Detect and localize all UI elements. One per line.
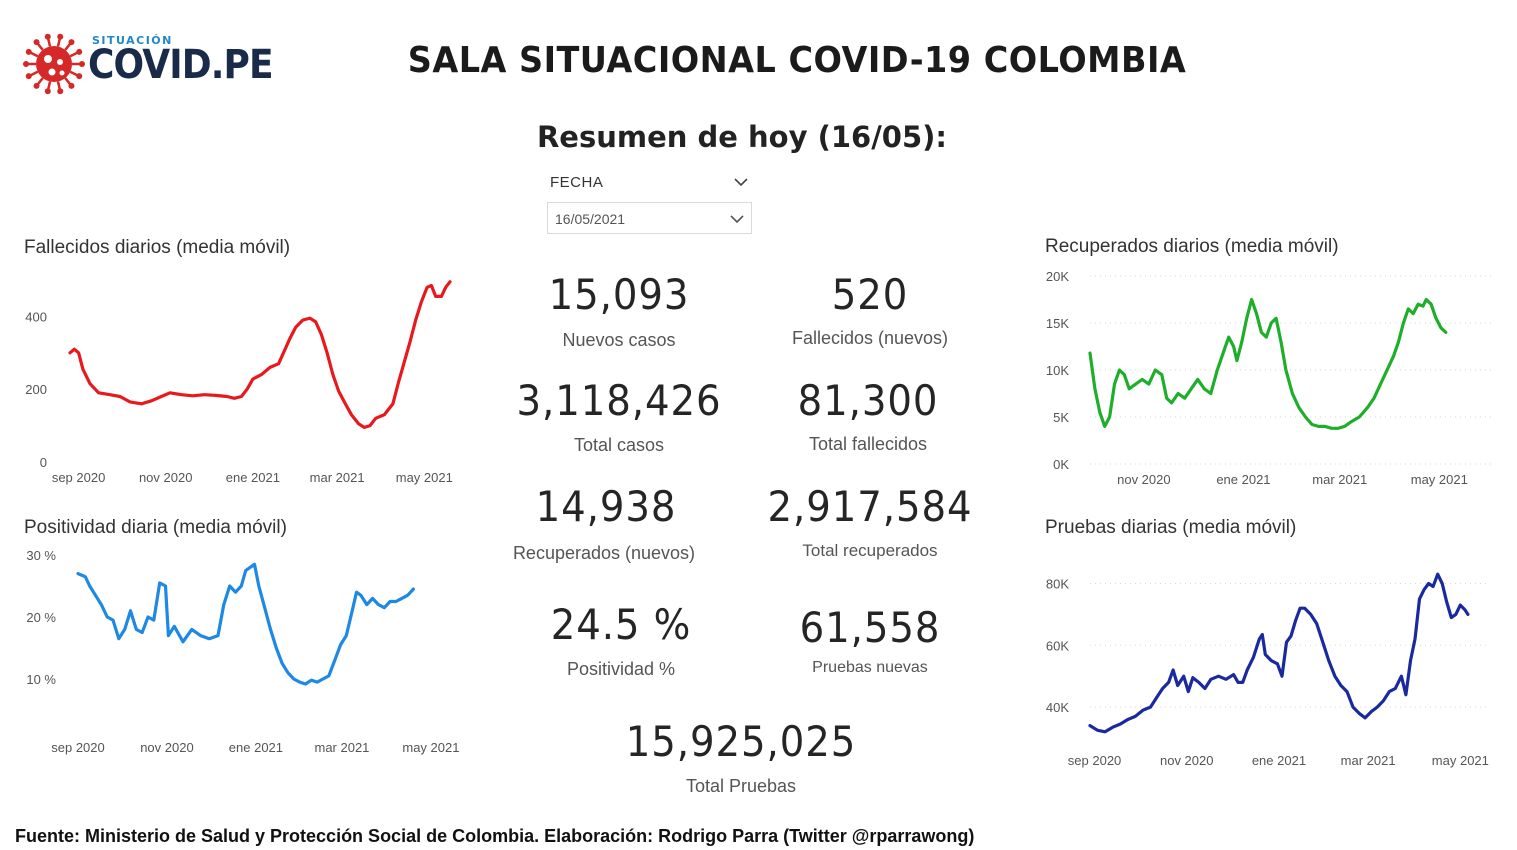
y-tick-label: 0 — [40, 455, 47, 470]
kpi-nuevos-casos-value: 15,093 — [548, 270, 690, 319]
series-line-recuperados — [1088, 297, 1448, 430]
date-filter-label: FECHA — [550, 174, 604, 191]
y-tick-label: 200 — [25, 382, 47, 397]
y-tick-label: 400 — [25, 309, 47, 324]
kpi-fallecidos-nuevos-value: 520 — [831, 270, 909, 319]
series-line-fallecidos — [68, 280, 452, 429]
kpi-positividad-label: Positividad % — [566, 659, 676, 679]
x-tick-label: mar 2021 — [314, 740, 369, 755]
x-tick-label: may 2021 — [396, 470, 453, 485]
y-tick-label: 30 % — [26, 548, 56, 563]
kpi-pruebas-nuevas-label: Pruebas nuevas — [812, 659, 928, 676]
x-tick-label: nov 2020 — [1160, 753, 1214, 768]
summary-subtitle: Resumen de hoy (16/05): — [536, 120, 948, 154]
y-tick-label: 10K — [1046, 363, 1069, 378]
kpi-nuevos-casos-label: Nuevos casos — [562, 330, 676, 350]
kpi-total-pruebas-label: Total Pruebas — [685, 776, 797, 796]
virus-icon — [23, 33, 85, 95]
kpi-total-recuperados-value: 2,917,584 — [767, 482, 973, 531]
logo-small-text: SITUACIÓN — [92, 34, 173, 47]
kpi-recuperados-nuevos-value: 14,938 — [535, 482, 677, 531]
chart-title-pruebas: Pruebas diarias (media móvil) — [1045, 517, 1297, 538]
chevron-down-icon[interactable] — [732, 173, 750, 191]
x-tick-label: sep 2020 — [1068, 753, 1122, 768]
x-tick-label: mar 2021 — [310, 470, 365, 485]
chart-positividad: 10 % 20 % 30 % sep 2020 nov 2020 ene 2021 mar … — [26, 548, 459, 755]
chart-fallecidos: 0 200 400 sep 2020 nov 2020 ene 2021 mar 2021 m… — [25, 280, 453, 485]
kpi-total-fallecidos-value: 81,300 — [797, 376, 939, 425]
x-tick-label: ene 2021 — [226, 470, 280, 485]
kpi-total-fallecidos-label: Total fallecidos — [808, 434, 928, 454]
x-tick-label: sep 2020 — [52, 470, 106, 485]
kpi-positividad-value: 24.5 % — [550, 600, 692, 649]
kpi-total-casos-value: 3,118,426 — [516, 376, 722, 425]
chart-pruebas: 40K 60K 80K sep 2020 nov 2020 ene 2021 mar 202… — [1046, 572, 1490, 768]
chart-title-recuperados: Recuperados diarios (media móvil) — [1045, 236, 1339, 257]
x-tick-label: may 2021 — [1411, 472, 1468, 487]
page-title: SALA SITUACIONAL COVID-19 COLOMBIA — [407, 40, 1187, 81]
y-tick-label: 5K — [1053, 410, 1069, 425]
x-tick-label: mar 2021 — [1341, 753, 1396, 768]
kpi-total-recuperados-label: Total recuperados — [802, 541, 938, 560]
date-select[interactable]: 16/05/2021 — [547, 202, 752, 234]
series-line-positividad — [76, 562, 415, 686]
kpi-fallecidos-nuevos-label: Fallecidos (nuevos) — [791, 328, 949, 348]
source-footer: Fuente: Ministerio de Salud y Protección… — [15, 826, 975, 846]
chart-recuperados: 0K 5K 10K 15K 20K nov 2020 ene 2021 mar 2021 may… — [1046, 269, 1495, 487]
kpi-total-casos-label: Total casos — [573, 435, 665, 455]
situacion-covid-logo: SITUACIÓN COVID.PE — [22, 26, 274, 98]
x-tick-label: mar 2021 — [1312, 472, 1367, 487]
y-tick-label: 20 % — [26, 610, 56, 625]
x-tick-label: nov 2020 — [140, 740, 194, 755]
y-tick-label: 0K — [1053, 457, 1069, 472]
series-line-pruebas — [1088, 572, 1470, 734]
y-tick-label: 15K — [1046, 316, 1069, 331]
chart-title-positividad: Positividad diaria (media móvil) — [24, 517, 287, 538]
y-tick-label: 20K — [1046, 269, 1069, 284]
logo-big-text: COVID.PE — [88, 42, 274, 88]
y-tick-label: 80K — [1046, 576, 1069, 591]
x-tick-label: nov 2020 — [1117, 472, 1171, 487]
date-select-value: 16/05/2021 — [555, 211, 626, 227]
x-tick-label: ene 2021 — [1216, 472, 1270, 487]
kpi-recuperados-nuevos-label: Recuperados (nuevos) — [512, 543, 696, 563]
x-tick-label: ene 2021 — [1252, 753, 1306, 768]
y-tick-label: 10 % — [26, 672, 56, 687]
x-tick-label: may 2021 — [1432, 753, 1489, 768]
y-tick-label: 40K — [1046, 700, 1069, 715]
chevron-down-icon[interactable] — [728, 210, 746, 228]
chart-title-fallecidos: Fallecidos diarios (media móvil) — [24, 237, 291, 258]
y-tick-label: 60K — [1046, 638, 1069, 653]
x-tick-label: may 2021 — [402, 740, 459, 755]
x-tick-label: nov 2020 — [139, 470, 193, 485]
x-tick-label: sep 2020 — [51, 740, 105, 755]
kpi-pruebas-nuevas-value: 61,558 — [799, 603, 941, 652]
x-tick-label: ene 2021 — [229, 740, 283, 755]
kpi-total-pruebas-value: 15,925,025 — [625, 717, 857, 766]
